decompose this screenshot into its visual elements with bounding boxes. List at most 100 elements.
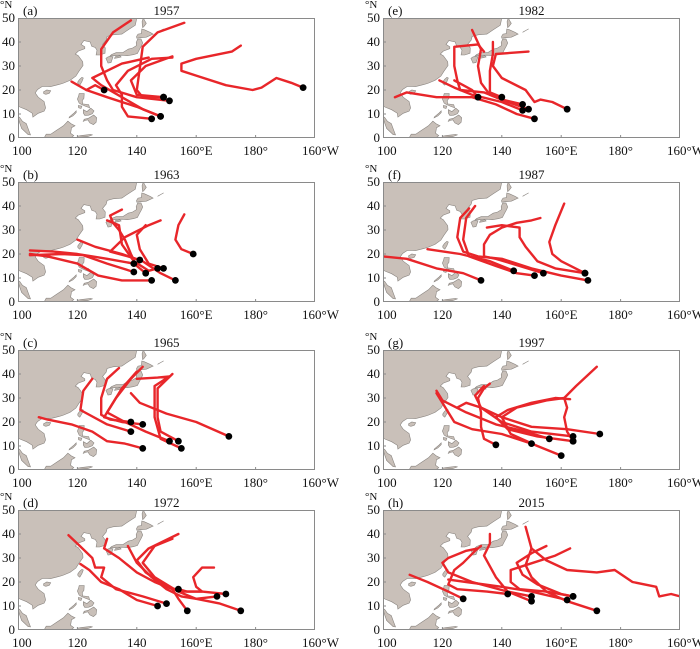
x-tick-label: 160°W <box>302 143 340 158</box>
land-mindanao <box>447 278 463 289</box>
land-borneo <box>43 452 76 470</box>
land-sakhalin <box>506 350 512 361</box>
land-mindoro <box>77 105 83 109</box>
land-palawan <box>68 110 77 119</box>
y-tick-label: 0 <box>373 462 381 477</box>
y-tick-label: 50 <box>2 10 15 25</box>
genesis-point <box>569 433 577 440</box>
x-tick-label: 140 <box>127 307 147 322</box>
genesis-point <box>189 250 197 258</box>
genesis-point <box>459 595 467 603</box>
land-layer <box>383 182 529 302</box>
land-palawan <box>433 442 442 451</box>
typhoon-track <box>383 255 483 282</box>
x-tick-label: 120 <box>432 635 453 649</box>
y-tick-label: 50 <box>367 502 380 517</box>
genesis-point <box>528 440 535 447</box>
land-malay-peninsula <box>18 116 31 136</box>
y-axis-unit: °N <box>365 0 378 11</box>
genesis-point <box>160 93 167 101</box>
panel-year-title: 1963 <box>153 167 180 182</box>
genesis-point <box>563 105 571 113</box>
typhoon-track <box>135 224 165 270</box>
x-tick-label: 140 <box>492 475 512 490</box>
land-kuril-islands <box>522 28 529 33</box>
panel-year-title: 1987 <box>518 167 545 182</box>
x-tick-label: 180° <box>243 635 268 649</box>
genesis-point <box>183 607 191 615</box>
genesis-point <box>299 84 307 91</box>
land-mindoro <box>77 437 83 441</box>
x-tick-label: 100 <box>12 307 32 322</box>
land-kyushu <box>470 56 479 64</box>
tracks-layer <box>70 19 305 121</box>
panel-year-title: 1972 <box>153 495 180 510</box>
x-tick-label: 120 <box>67 143 88 158</box>
typhoon-track <box>447 578 569 602</box>
genesis-point <box>157 113 164 120</box>
x-tick-label: 180° <box>243 143 268 158</box>
land-kuril-islands <box>522 360 529 365</box>
typhoon-track <box>482 216 545 275</box>
y-tick-label: 40 <box>367 366 380 381</box>
panel-label: (f) <box>388 167 401 182</box>
genesis-point <box>163 600 170 607</box>
genesis-point <box>531 115 538 123</box>
land-sakhalin <box>141 18 147 29</box>
y-tick-label: 10 <box>367 438 380 453</box>
x-tick-label: 180° <box>608 143 633 158</box>
land-mindanao <box>82 278 98 289</box>
map-canvas <box>383 18 680 138</box>
land-hokkaido <box>501 360 519 371</box>
y-tick-label: 40 <box>367 34 380 49</box>
land-hokkaido <box>501 28 519 39</box>
genesis-point <box>100 86 108 94</box>
genesis-point <box>492 441 500 449</box>
land-hokkaido <box>501 520 519 531</box>
land-malay-peninsula <box>383 608 396 628</box>
typhoon-track <box>509 547 575 598</box>
y-tick-label: 10 <box>367 598 380 613</box>
y-axis-unit: °N <box>365 491 378 503</box>
genesis-point <box>142 269 150 277</box>
genesis-point <box>519 101 526 108</box>
typhoon-track <box>70 80 106 92</box>
land-shikoku <box>113 219 122 223</box>
land-mindanao <box>447 446 463 457</box>
tracks-layer <box>408 525 680 613</box>
x-tick-label: 100 <box>12 475 32 490</box>
y-tick-label: 50 <box>367 342 380 357</box>
map-panel-2015 <box>383 510 680 630</box>
genesis-point <box>569 437 577 445</box>
land-visayas <box>448 271 460 280</box>
land-shikoku <box>478 219 487 223</box>
land-shikoku <box>113 55 122 59</box>
x-tick-label: 100 <box>377 635 397 649</box>
land-sakhalin <box>141 350 147 361</box>
y-tick-label: 30 <box>367 550 380 565</box>
x-tick-label: 140 <box>492 143 512 158</box>
y-tick-label: 0 <box>8 294 16 309</box>
land-malay-peninsula <box>18 280 31 300</box>
land-hainan <box>43 421 52 427</box>
land-borneo <box>408 612 441 630</box>
land-sakhalin <box>141 182 147 193</box>
genesis-point <box>148 115 156 123</box>
typhoon-track <box>473 384 575 438</box>
y-tick-label: 10 <box>2 438 15 453</box>
x-tick-label: 160°E <box>179 307 213 322</box>
land-asia-mainland <box>18 182 138 282</box>
land-honshu <box>109 202 144 221</box>
y-tick-label: 50 <box>2 502 15 517</box>
tracks-layer <box>28 208 195 282</box>
typhoon-track <box>435 392 533 445</box>
genesis-point <box>477 277 485 284</box>
land-asia-mainland <box>18 510 138 610</box>
x-tick-label: 160°E <box>179 635 213 649</box>
y-tick-label: 30 <box>2 390 15 405</box>
genesis-point <box>139 421 147 428</box>
genesis-point <box>504 590 512 598</box>
typhoon-track <box>180 44 305 92</box>
y-tick-label: 20 <box>367 414 380 429</box>
typhoon-track <box>102 537 189 613</box>
